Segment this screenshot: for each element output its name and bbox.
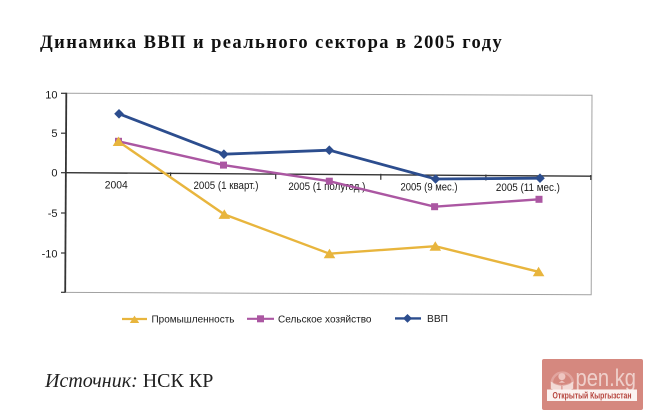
svg-text:10: 10: [45, 90, 57, 102]
svg-text:Промышленность: Промышленность: [152, 315, 235, 326]
svg-text:Открытый Кыргызстан: Открытый Кыргызстан: [553, 391, 632, 402]
svg-text:Сельское хозяйство: Сельское хозяйство: [278, 314, 372, 325]
svg-text:-10: -10: [42, 248, 58, 260]
svg-text:2004: 2004: [105, 180, 128, 192]
svg-text:ВВП: ВВП: [427, 314, 448, 325]
svg-text:2005 (11 мес.): 2005 (11 мес.): [496, 182, 560, 194]
svg-text:2005 (9 мес.): 2005 (9 мес.): [401, 182, 458, 194]
svg-text:2005 (1 полугод.): 2005 (1 полугод.): [288, 181, 365, 193]
svg-text:-5: -5: [48, 208, 58, 220]
svg-text:5: 5: [51, 128, 57, 140]
svg-text:pen.kg: pen.kg: [576, 365, 637, 392]
svg-text:0: 0: [51, 168, 57, 180]
svg-text:2005 (1 кварт.): 2005 (1 кварт.): [194, 180, 259, 192]
